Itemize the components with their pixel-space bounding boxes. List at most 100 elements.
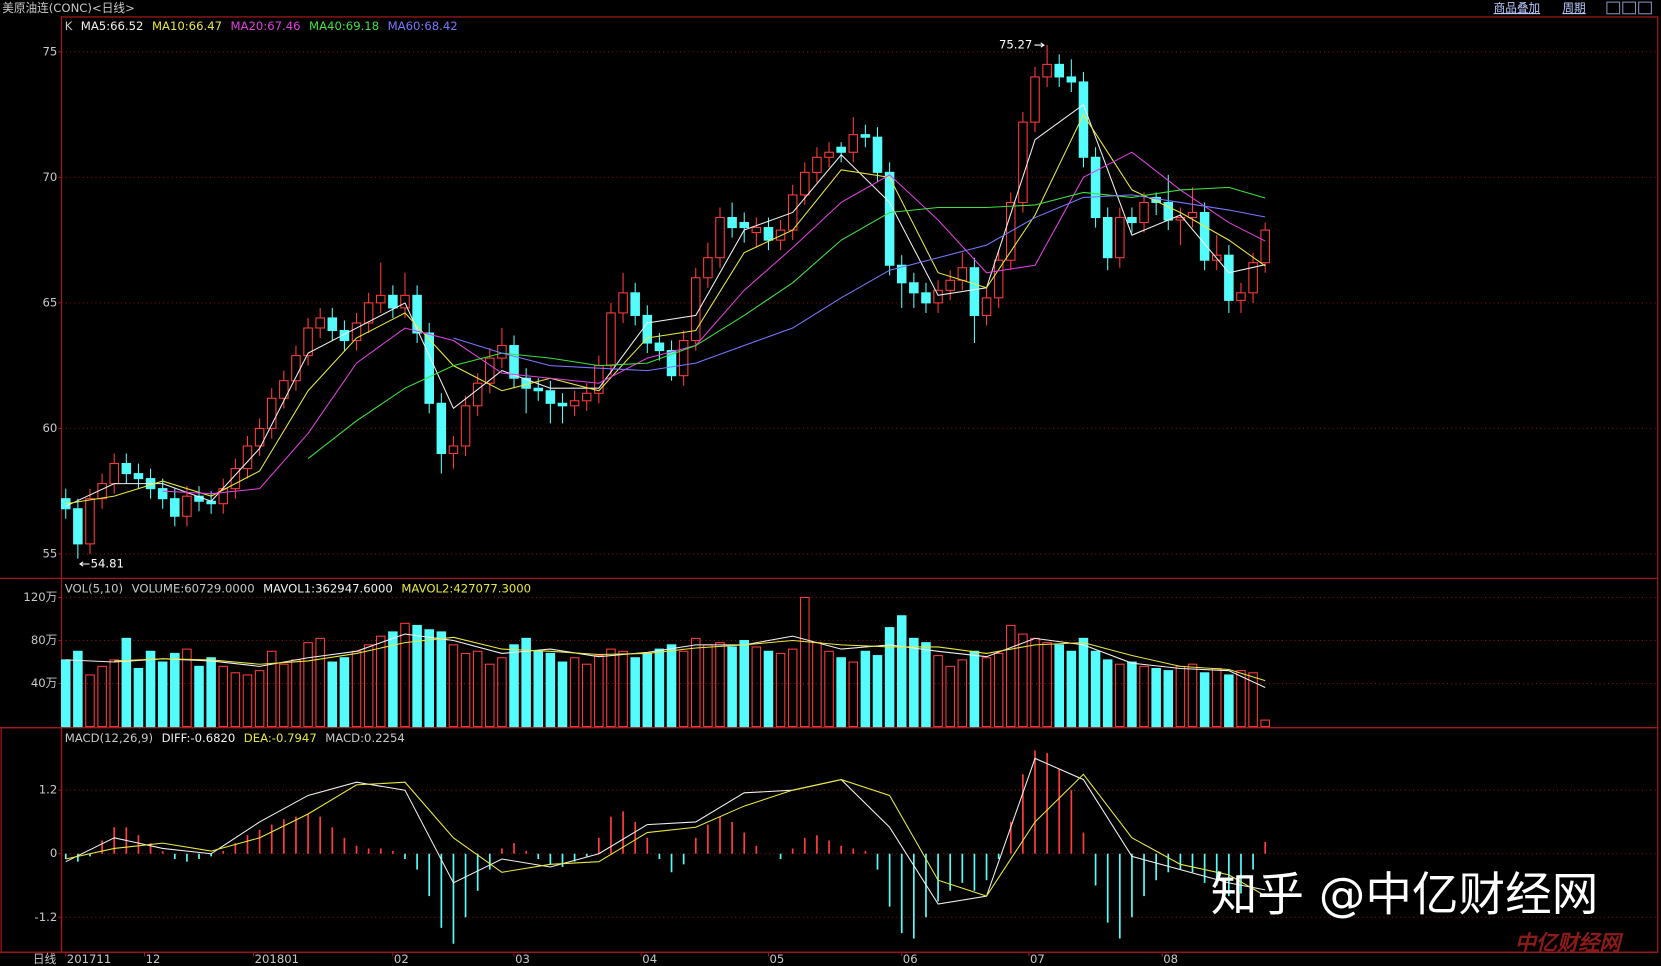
candle-body — [630, 292, 640, 316]
volume-bar — [581, 663, 592, 728]
watermark: 知乎 @中亿财经网 — [1211, 868, 1599, 922]
candle-body — [363, 302, 374, 324]
y-tick-label: 55 — [42, 546, 57, 560]
indicator-line — [65, 633, 1266, 689]
candle-body — [472, 382, 483, 407]
candle-body — [751, 227, 762, 234]
y-tick-label: -1.2 — [35, 910, 58, 924]
volume-bar — [157, 661, 168, 728]
volume-bar — [521, 637, 531, 728]
volume-bar — [133, 667, 144, 728]
volume-bar — [1090, 650, 1101, 728]
volume-bar — [569, 657, 580, 728]
candle-body — [266, 397, 277, 429]
candle-body — [1030, 76, 1040, 123]
candle-body — [981, 297, 992, 316]
x-tick-label: 06 — [903, 952, 918, 966]
volume-bar — [1163, 670, 1174, 728]
candle-body — [824, 151, 834, 158]
volume-bar — [860, 650, 871, 728]
legend-entry: MA60:68.42 — [388, 19, 458, 33]
y-tick-label: 65 — [42, 295, 57, 309]
volume-bar — [884, 627, 895, 728]
volume-bar — [460, 652, 471, 728]
volume-bar — [751, 646, 762, 728]
volume-bar — [182, 648, 192, 728]
volume-bar — [703, 644, 713, 728]
candle-body — [642, 314, 653, 344]
volume-bar — [448, 644, 459, 728]
x-tick-label: 08 — [1163, 952, 1178, 966]
legend-entry: MAVOL2:427077.3000 — [401, 581, 531, 595]
candle-body — [1175, 216, 1186, 221]
volume-bar — [594, 655, 604, 728]
x-tick-label: 04 — [642, 952, 657, 966]
x-tick-label: 02 — [394, 952, 409, 966]
period-link[interactable]: 周期 — [1562, 1, 1585, 15]
volume-bar — [800, 596, 810, 728]
volume-bar — [1018, 633, 1028, 728]
volume-bar — [1187, 663, 1198, 728]
volume-bar — [497, 657, 507, 728]
candle-body — [485, 357, 495, 384]
legend-entry: MAVOL1:362947.6000 — [263, 581, 393, 595]
y-tick-label: 80万 — [31, 633, 57, 647]
candle-body — [133, 473, 144, 480]
volume-bar — [1248, 672, 1258, 728]
candle-body — [872, 136, 883, 173]
volume-bar — [388, 631, 398, 728]
min-label: 54.81 — [91, 556, 124, 570]
candle-body — [460, 405, 471, 447]
volume-bar — [763, 650, 774, 728]
volume-bar — [1115, 663, 1125, 728]
volume-bar — [291, 659, 301, 728]
candle-body — [654, 342, 665, 352]
legend-entry: VOL(5,10) — [65, 581, 123, 595]
candle-body — [424, 332, 434, 404]
legend-entry: MA40:69.18 — [309, 19, 379, 33]
volume-bar — [618, 650, 628, 728]
volume-bar — [145, 650, 156, 728]
nav-button[interactable] — [1622, 1, 1637, 15]
y-tick-label: 75 — [42, 44, 57, 58]
candle-body — [1066, 76, 1077, 83]
candle-body — [121, 463, 132, 475]
y-tick-label: 60 — [42, 421, 57, 435]
legend-entry: K — [65, 19, 73, 33]
candle-body — [884, 171, 895, 266]
volume-bar — [266, 650, 277, 728]
candle-body — [836, 146, 846, 153]
volume-bar — [1199, 672, 1210, 728]
candle-body — [1224, 254, 1234, 301]
legend-entry: MACD(12,26,9) — [65, 731, 153, 745]
volume-bar — [485, 663, 495, 728]
volume-bar — [969, 650, 980, 728]
candle-body — [1151, 196, 1161, 203]
candle-body — [557, 402, 568, 407]
overlay-link[interactable]: 商品叠加 — [1494, 1, 1541, 15]
volume-bar — [896, 615, 907, 728]
candle-body — [1248, 262, 1258, 294]
max-arrow — [1034, 42, 1045, 48]
candle-body — [315, 317, 325, 329]
candle-body — [303, 327, 313, 357]
volume-bar — [1151, 667, 1161, 728]
volume-bar — [424, 629, 434, 728]
volume-bar — [909, 637, 919, 728]
volume-bar — [654, 648, 665, 728]
nav-button[interactable] — [1638, 1, 1652, 15]
candle-body — [594, 365, 604, 394]
candle-body — [1199, 211, 1210, 261]
candle-body — [1054, 63, 1064, 78]
nav-button[interactable] — [1606, 1, 1621, 15]
y-tick-label: 70 — [42, 170, 57, 184]
volume-bar — [739, 639, 749, 728]
candle-body — [763, 227, 774, 241]
volume-bar — [351, 650, 362, 728]
indicator-line — [453, 194, 1266, 372]
candle-body — [933, 289, 943, 304]
legend-entry: MA5:66.52 — [81, 19, 144, 33]
volume-bar — [509, 644, 519, 728]
